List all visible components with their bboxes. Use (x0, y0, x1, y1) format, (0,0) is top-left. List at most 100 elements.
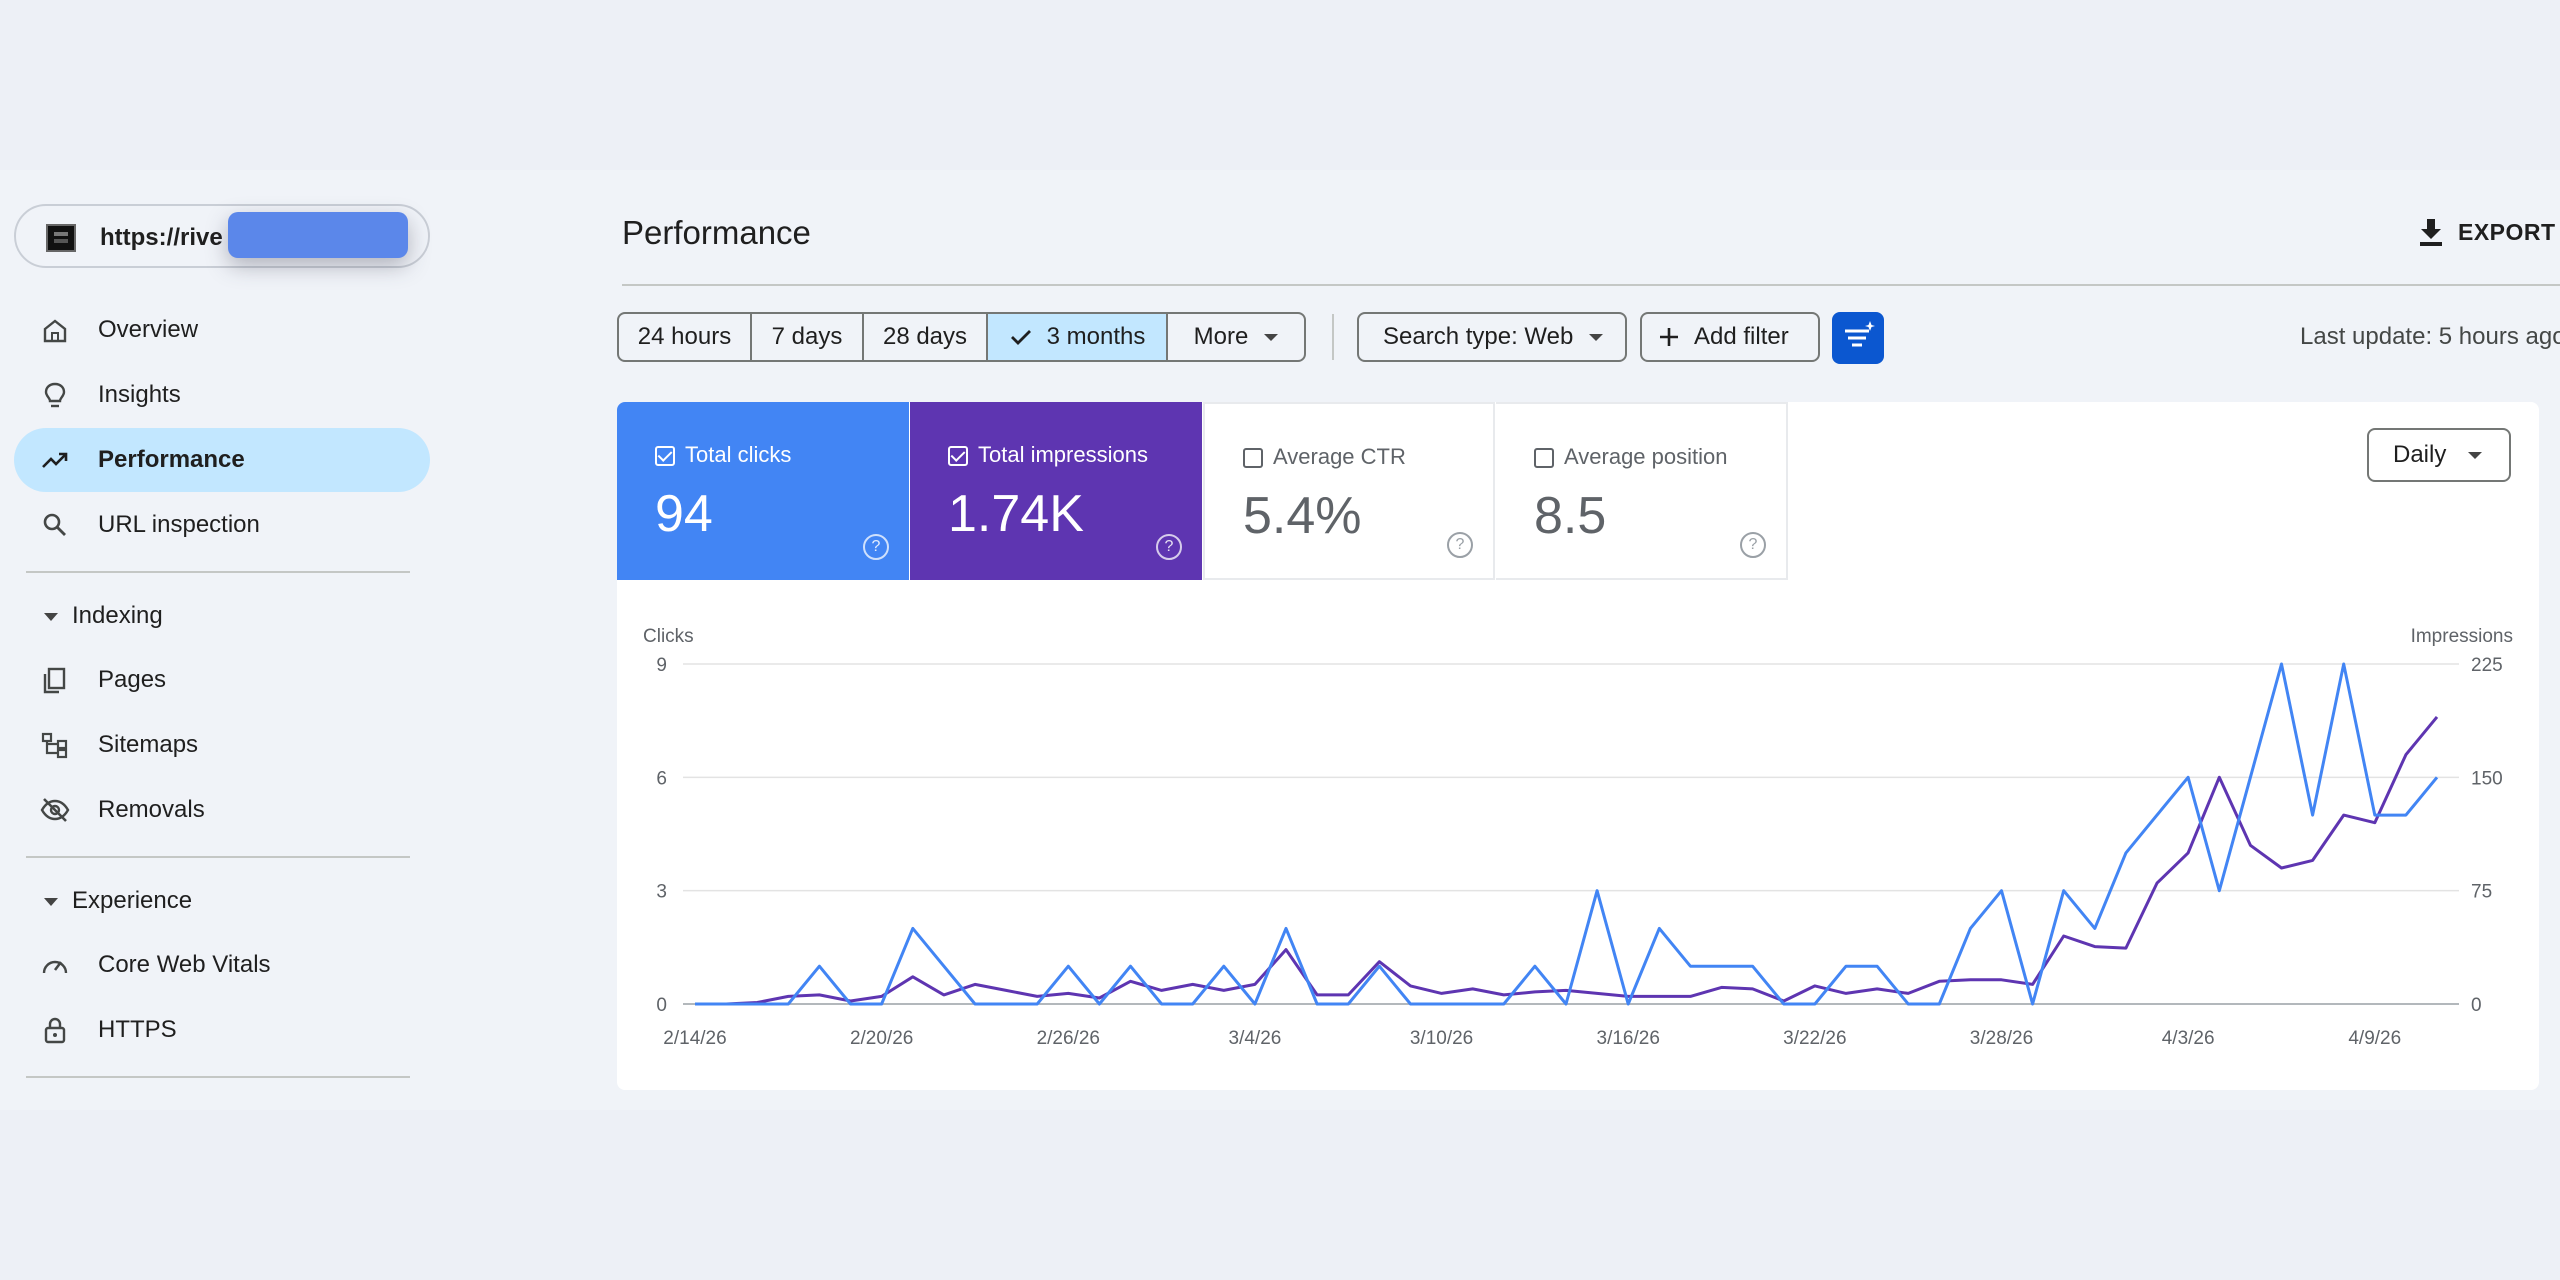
export-button[interactable]: EXPORT (2418, 212, 2556, 252)
metric-checkbox[interactable] (948, 446, 968, 466)
x-tick-label: 3/22/26 (1783, 1028, 1846, 1049)
metric-average-position[interactable]: Average position 8.5 ? (1496, 402, 1788, 580)
visibility-off-icon (40, 798, 70, 822)
help-icon[interactable]: ? (1156, 534, 1182, 560)
x-tick-label: 4/9/26 (2348, 1028, 2401, 1049)
pages-icon (43, 667, 66, 694)
range-7-days[interactable]: 7 days (750, 312, 864, 362)
sidebar-item-label: Insights (98, 381, 181, 408)
caret-down-icon (44, 897, 58, 906)
x-tick-label: 4/3/26 (2162, 1028, 2215, 1049)
trending-up-icon (42, 452, 68, 468)
metric-label: Total impressions (978, 442, 1148, 467)
search-type-dropdown[interactable]: Search type: Web (1357, 312, 1627, 362)
x-tick-label: 3/28/26 (1970, 1028, 2033, 1049)
sidebar-item-sitemaps[interactable]: Sitemaps (14, 713, 430, 777)
home-icon (43, 319, 67, 343)
sidebar-divider (26, 856, 410, 858)
y-left-tick-label: 3 (656, 882, 667, 903)
caret-down-icon (2468, 451, 2483, 459)
metric-value: 94 (655, 485, 713, 543)
range-3-months[interactable]: 3 months (986, 312, 1168, 362)
search-icon (43, 513, 66, 536)
help-icon[interactable]: ? (1740, 532, 1766, 558)
sidebar-item-label: Pages (98, 666, 167, 693)
y-left-tick-label: 6 (656, 768, 667, 789)
section-experience[interactable]: Experience (44, 887, 192, 915)
y-right-tick-label: 225 (2471, 655, 2503, 676)
metric-label: Average CTR (1273, 444, 1406, 469)
y-right-tick-label: 0 (2471, 995, 2482, 1016)
range-28-days[interactable]: 28 days (862, 312, 988, 362)
x-tick-label: 2/20/26 (850, 1028, 913, 1049)
compare-filter-button[interactable] (1832, 312, 1884, 364)
add-filter-label: Add filter (1694, 323, 1789, 350)
help-icon[interactable]: ? (1447, 532, 1473, 558)
sidebar-item-url-inspection[interactable]: URL inspection (14, 493, 430, 557)
section-indexing[interactable]: Indexing (44, 602, 163, 630)
sidebar-item-label: Removals (98, 796, 205, 823)
caret-down-icon (44, 612, 58, 621)
page-title: Performance (622, 214, 811, 251)
speed-gauge-icon (42, 960, 68, 974)
range-label: More (1193, 323, 1249, 350)
check-icon (1010, 330, 1031, 345)
performance-chart: Clicks Impressions 0 0 3 75 6 150 9 225 2/14/26… (643, 626, 2513, 1049)
download-icon (2420, 219, 2442, 246)
sidebar-item-label: HTTPS (98, 1016, 177, 1043)
range-more-dropdown[interactable]: More (1166, 312, 1306, 362)
sidebar-item-performance[interactable]: Performance (14, 428, 430, 492)
lock-icon (44, 1017, 66, 1044)
range-label: 3 months (1046, 323, 1146, 350)
property-selector[interactable]: https://rive (14, 204, 430, 268)
section-label: Indexing (72, 602, 163, 629)
filter-separator (1332, 314, 1334, 360)
range-label: 7 days (771, 323, 843, 350)
add-filter-button[interactable]: Add filter (1640, 312, 1820, 362)
sidebar-item-pages[interactable]: Pages (14, 648, 430, 712)
search-type-label: Search type: Web (1383, 323, 1574, 350)
x-tick-label: 3/16/26 (1597, 1028, 1660, 1049)
range-label: 24 hours (637, 323, 732, 350)
y-right-tick-label: 150 (2471, 768, 2503, 789)
site-favicon-icon (46, 224, 76, 252)
granularity-label: Daily (2393, 441, 2447, 468)
sidebar-item-label: Core Web Vitals (98, 951, 271, 978)
sidebar-item-label: Overview (98, 316, 199, 343)
metric-value: 8.5 (1534, 487, 1607, 545)
metric-label: Total clicks (685, 442, 792, 467)
metric-total-impressions[interactable]: Total impressions 1.74K ? (910, 402, 1202, 580)
sidebar-item-https[interactable]: HTTPS (14, 998, 430, 1062)
metric-value: 5.4% (1243, 487, 1362, 545)
metric-checkbox[interactable] (1243, 448, 1263, 468)
metric-label: Average position (1564, 444, 1728, 469)
caret-down-icon (1589, 333, 1604, 341)
x-tick-label: 3/4/26 (1229, 1028, 1282, 1049)
metric-checkbox[interactable] (655, 446, 675, 466)
performance-card: Total clicks 94 ? Total impressions 1.74… (617, 402, 2539, 1090)
sidebar-divider (26, 571, 410, 573)
property-url: https://rive (100, 224, 223, 251)
metric-value: 1.74K (948, 485, 1084, 543)
metric-total-clicks[interactable]: Total clicks 94 ? (617, 402, 909, 580)
y-left-tick-label: 0 (656, 995, 667, 1016)
sidebar-item-overview[interactable]: Overview (14, 298, 430, 362)
sidebar-item-core-web-vitals[interactable]: Core Web Vitals (14, 933, 430, 997)
help-icon[interactable]: ? (863, 534, 889, 560)
sidebar-item-removals[interactable]: Removals (14, 778, 430, 842)
last-update-text: Last update: 5 hours ago (2300, 323, 2560, 350)
sidebar-item-label: Performance (98, 446, 245, 473)
y-left-tick-label: 9 (656, 655, 667, 676)
metric-average-ctr[interactable]: Average CTR 5.4% ? (1203, 402, 1495, 580)
x-tick-label: 3/10/26 (1410, 1028, 1473, 1049)
sidebar-item-insights[interactable]: Insights (14, 363, 430, 427)
y-right-tick-label: 75 (2471, 882, 2492, 903)
y-right-axis-title: Impressions (2411, 626, 2513, 647)
section-label: Experience (72, 887, 193, 914)
caret-down-icon (1264, 333, 1279, 341)
range-24-hours[interactable]: 24 hours (617, 312, 752, 362)
granularity-dropdown[interactable]: Daily (2367, 428, 2511, 482)
export-label: EXPORT (2458, 218, 2556, 245)
filter-sparkle-icon (1845, 321, 1875, 347)
metric-checkbox[interactable] (1534, 448, 1554, 468)
